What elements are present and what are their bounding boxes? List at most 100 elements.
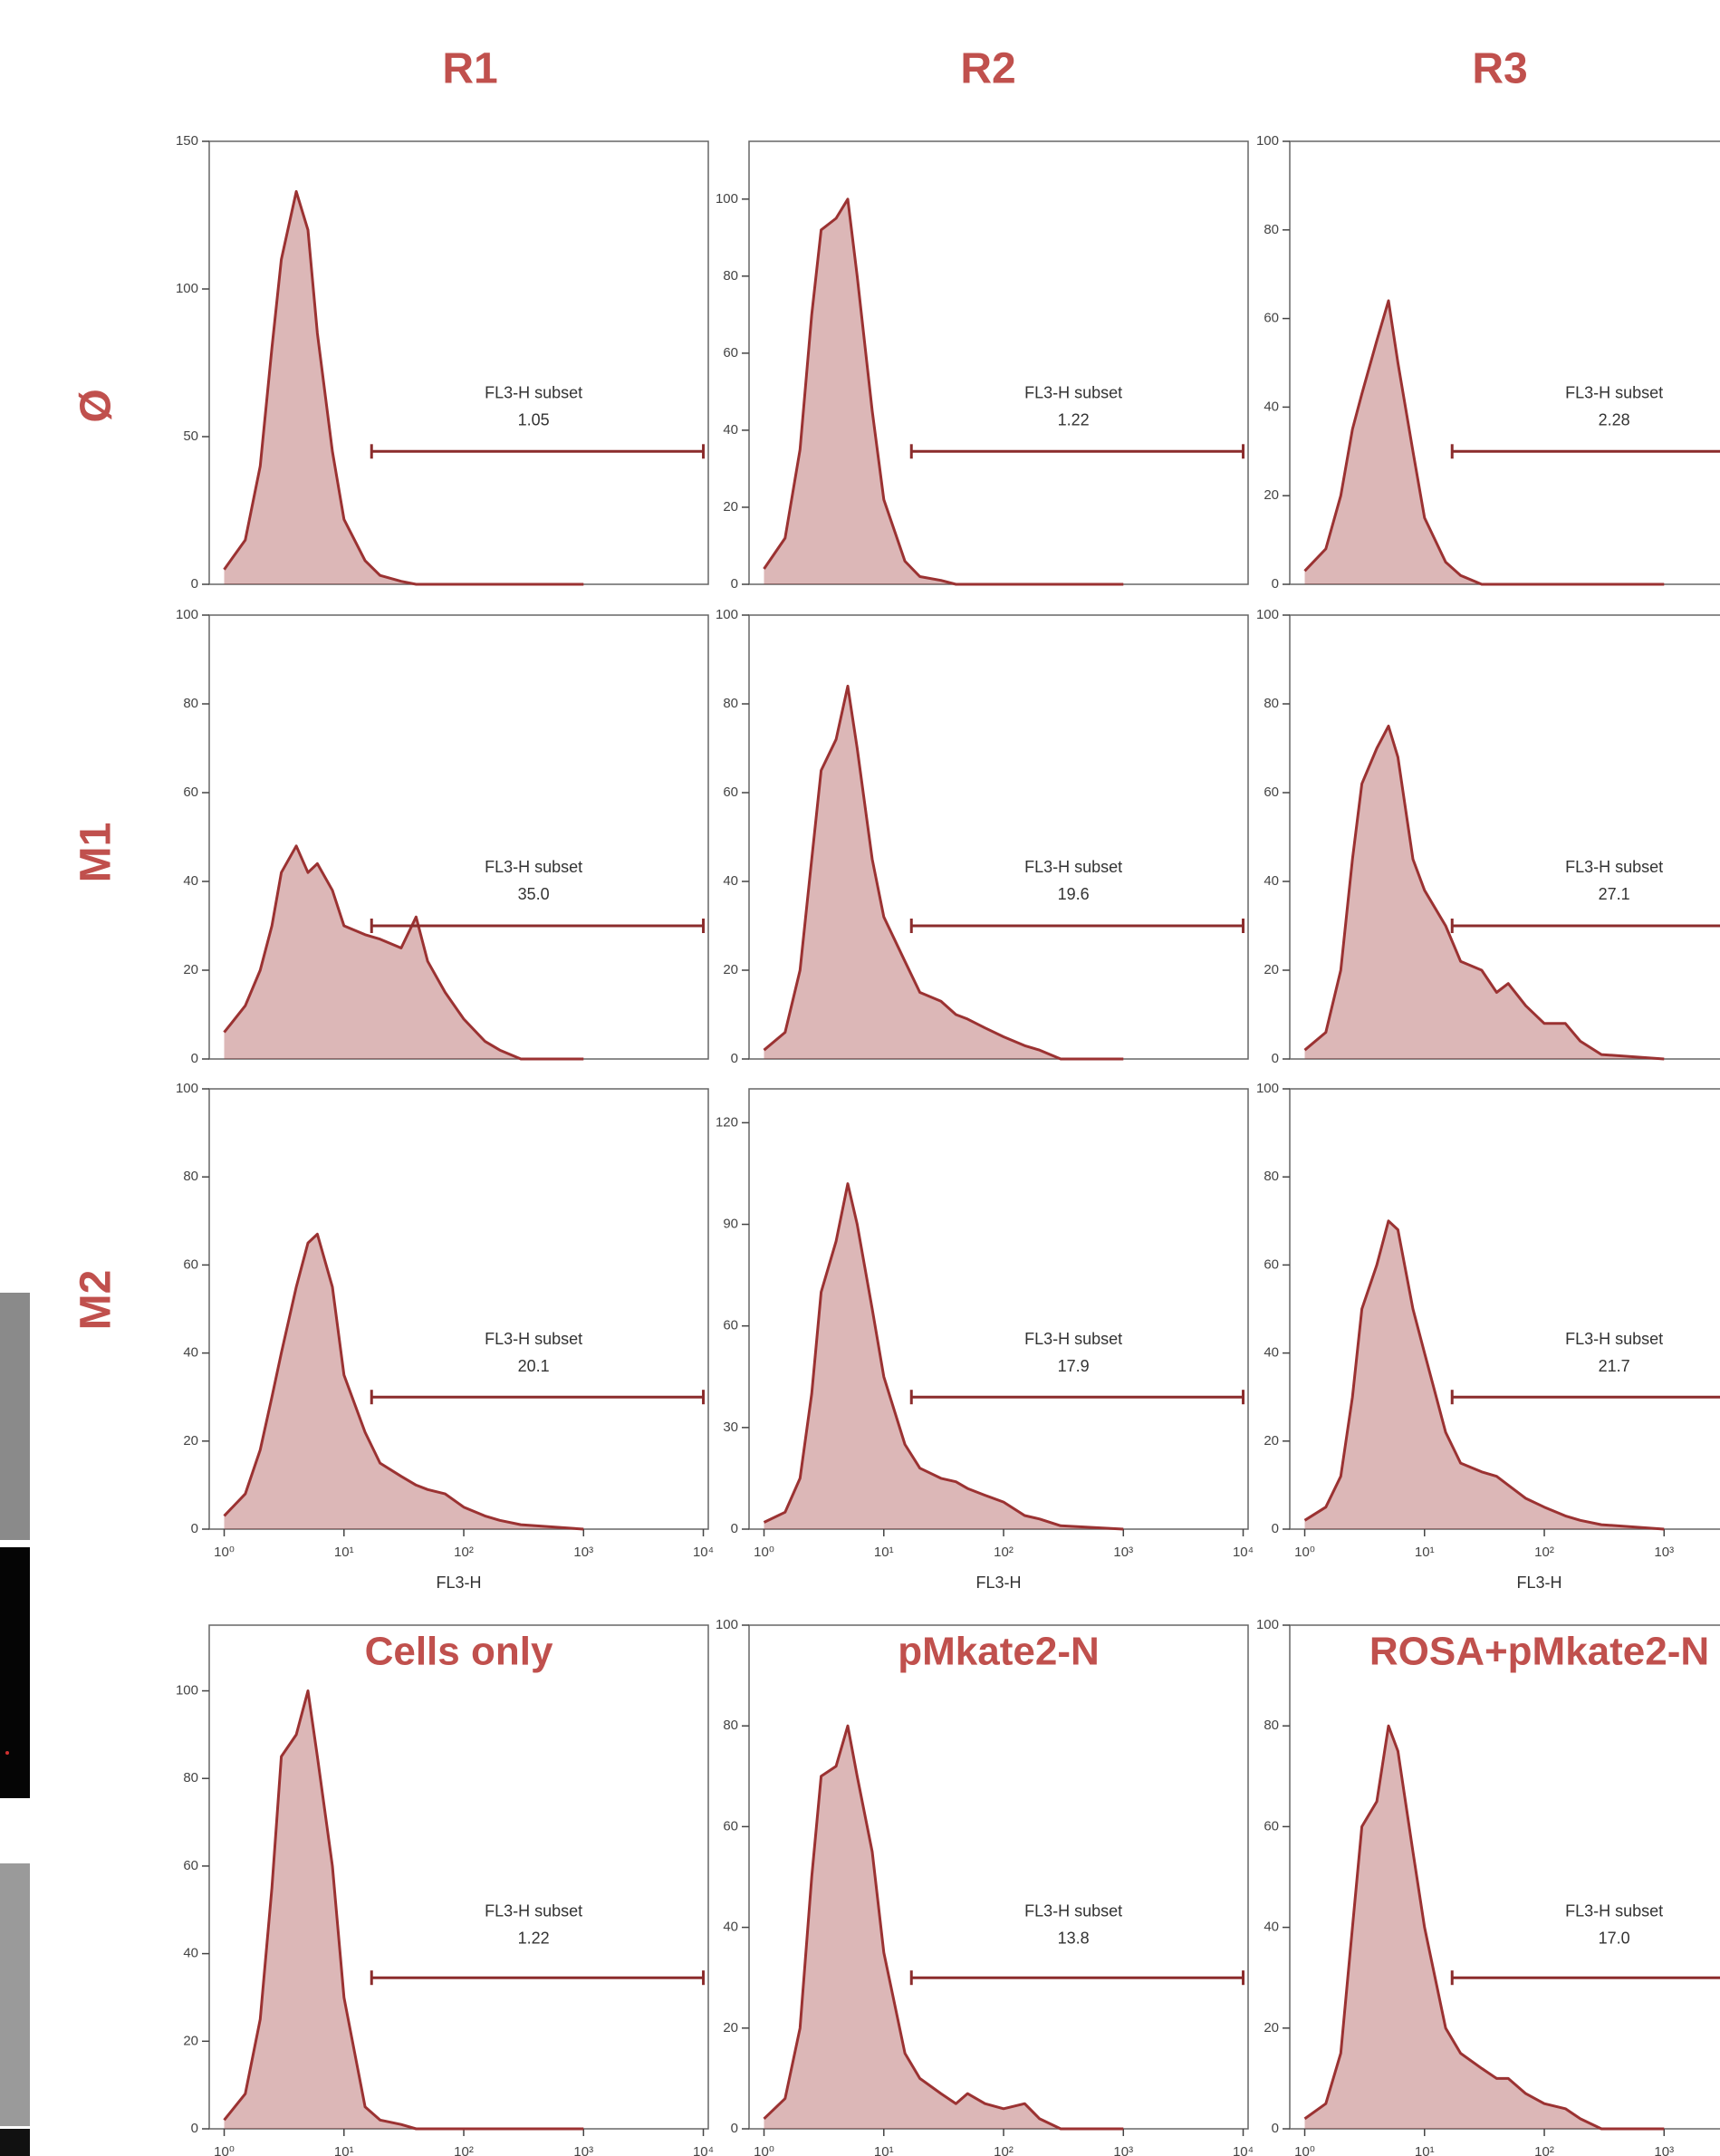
y-tick-label: 40 <box>1264 1920 1279 1935</box>
x-tick-label: 10² <box>1534 1545 1554 1560</box>
panel-title: pMkate2-N <box>898 1630 1100 1674</box>
gate-value: 35.0 <box>518 885 550 903</box>
x-tick-label: 10³ <box>1654 2144 1674 2156</box>
y-tick-label: 0 <box>191 1521 198 1536</box>
y-tick-label: 80 <box>1264 696 1279 711</box>
y-tick-label: 60 <box>723 1818 738 1834</box>
gate-label: FL3-H subset <box>485 858 582 876</box>
y-tick-label: 100 <box>1256 607 1279 622</box>
y-tick-label: 20 <box>1264 2020 1279 2036</box>
histogram-area <box>224 1690 584 2129</box>
y-tick-label: 150 <box>176 133 198 149</box>
histogram-area <box>764 686 1124 1059</box>
x-tick-label: 10⁴ <box>693 2144 714 2156</box>
y-tick-label: 40 <box>723 422 738 438</box>
y-tick-label: 80 <box>723 696 738 711</box>
gate-value: 17.0 <box>1599 1930 1630 1948</box>
panel <box>748 1624 1249 2130</box>
y-tick-label: 20 <box>723 962 738 977</box>
y-tick-label: 80 <box>1264 1169 1279 1184</box>
y-tick-label: 80 <box>1264 222 1279 237</box>
histogram-line <box>223 1689 584 2131</box>
y-tick-label: 60 <box>1264 1256 1279 1272</box>
y-tick-label: 120 <box>716 1114 738 1130</box>
y-tick-label: 100 <box>1256 1081 1279 1096</box>
x-tick-label: 10² <box>994 2144 1014 2156</box>
gate-label: FL3-H subset <box>1024 1902 1122 1920</box>
side-image <box>0 1293 30 1540</box>
side-image <box>0 2129 30 2156</box>
y-tick-label: 0 <box>731 576 738 592</box>
gate-value: 20.1 <box>518 1357 550 1375</box>
gate-label: FL3-H subset <box>485 1902 582 1920</box>
side-image <box>0 1547 30 1798</box>
y-tick-label: 60 <box>723 345 738 361</box>
histogram-line <box>223 1232 584 1531</box>
x-tick-label: 10⁰ <box>754 2144 774 2156</box>
y-tick-label: 20 <box>183 1433 198 1449</box>
x-tick-label: 10⁰ <box>754 1545 774 1560</box>
x-tick-label: 10⁰ <box>1294 1545 1315 1560</box>
histogram-area <box>764 198 1124 585</box>
x-tick-label: 10⁴ <box>1233 1545 1254 1560</box>
x-tick-label: 10² <box>454 1545 474 1560</box>
y-tick-label: 60 <box>183 1858 198 1873</box>
histogram-area <box>764 1726 1124 2129</box>
side-image <box>0 1863 30 2126</box>
x-tick-label: 10¹ <box>334 1545 354 1560</box>
y-tick-label: 90 <box>723 1217 738 1232</box>
x-tick-label: 10³ <box>573 2144 593 2156</box>
panel <box>1289 140 1720 585</box>
y-tick-label: 60 <box>1264 311 1279 326</box>
row-label: Ø <box>72 389 120 422</box>
panel <box>1289 1624 1720 2130</box>
histogram-line <box>223 189 584 586</box>
column-header: R1 <box>442 45 497 93</box>
y-tick-label: 40 <box>723 873 738 889</box>
histogram-line <box>1303 725 1665 1061</box>
y-tick-label: 100 <box>716 607 738 622</box>
gate-value: 17.9 <box>1058 1357 1090 1375</box>
panel <box>748 614 1249 1060</box>
gate-label: FL3-H subset <box>1565 1330 1663 1348</box>
y-tick-label: 60 <box>1264 784 1279 800</box>
column-header: R3 <box>1472 45 1527 93</box>
gate-value: 2.28 <box>1599 410 1630 428</box>
y-tick-label: 60 <box>183 784 198 800</box>
y-tick-label: 0 <box>731 1521 738 1536</box>
gate-value: 1.05 <box>518 410 550 428</box>
y-tick-label: 0 <box>191 1051 198 1066</box>
y-tick-label: 20 <box>1264 1433 1279 1449</box>
histogram-line <box>1303 1219 1665 1531</box>
y-tick-label: 20 <box>1264 962 1279 977</box>
x-tick-label: 10¹ <box>874 1545 894 1560</box>
y-tick-label: 0 <box>1272 2121 1279 2136</box>
gate-value: 1.22 <box>518 1930 550 1948</box>
histogram-line <box>223 844 584 1061</box>
y-tick-label: 30 <box>723 1420 738 1435</box>
y-tick-label: 100 <box>176 1081 198 1096</box>
y-tick-label: 100 <box>1256 1617 1279 1632</box>
y-tick-label: 100 <box>1256 133 1279 149</box>
histogram-line <box>763 1182 1124 1531</box>
y-tick-label: 100 <box>716 1617 738 1632</box>
histogram-area <box>1304 301 1665 584</box>
x-tick-label: 10¹ <box>334 2144 354 2156</box>
y-tick-label: 100 <box>176 281 198 296</box>
histogram-area <box>224 1234 584 1529</box>
histogram-area <box>1304 1220 1665 1529</box>
histogram-area <box>224 845 584 1059</box>
y-tick-label: 100 <box>716 191 738 207</box>
y-tick-label: 80 <box>723 268 738 284</box>
y-tick-label: 40 <box>183 1345 198 1361</box>
histogram-area <box>1304 1726 1665 2129</box>
x-tick-label: 10⁴ <box>1233 2144 1254 2156</box>
column-header: R2 <box>960 45 1015 93</box>
x-axis-label: FL3-H <box>975 1574 1021 1592</box>
x-tick-label: 10² <box>1534 2144 1554 2156</box>
x-tick-label: 10³ <box>1654 1545 1674 1560</box>
y-tick-label: 60 <box>723 1318 738 1333</box>
y-tick-label: 80 <box>183 1770 198 1785</box>
y-tick-label: 60 <box>1264 1818 1279 1834</box>
